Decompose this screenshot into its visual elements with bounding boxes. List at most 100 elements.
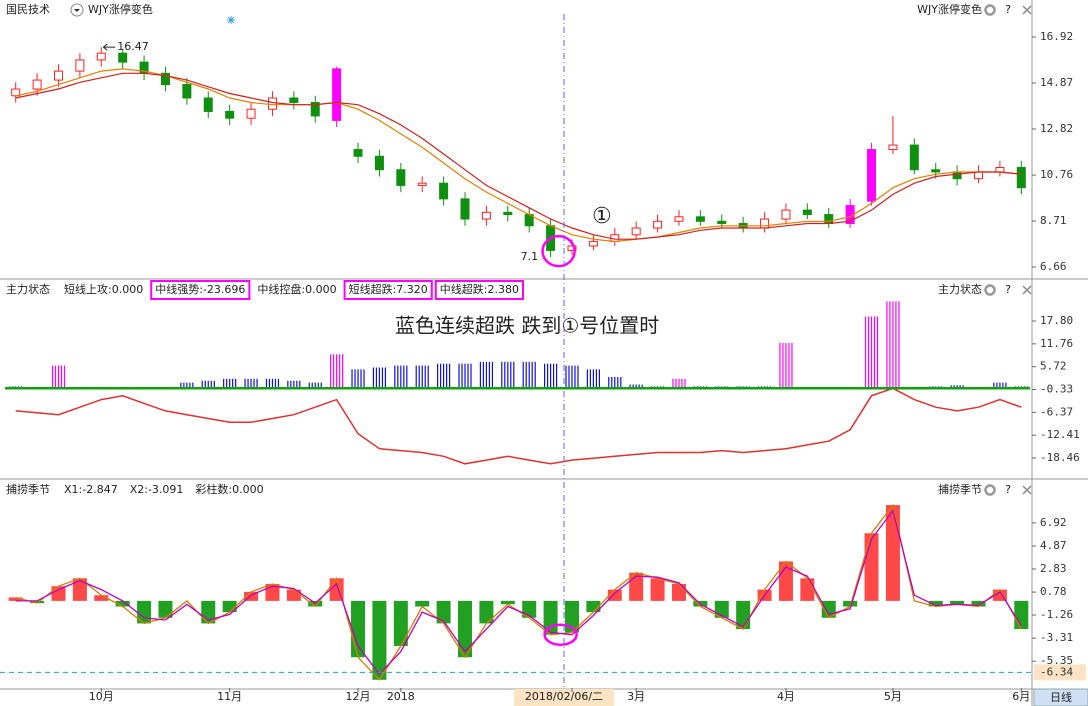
legend-item: 短线超跌:7.320 bbox=[349, 282, 428, 296]
y-tick-label: 14.87 bbox=[1040, 76, 1073, 89]
candle-body bbox=[246, 108, 256, 119]
y-tick-label: 0.78 bbox=[1040, 585, 1067, 598]
panel-title: 主力状态 bbox=[6, 282, 50, 296]
histogram-bar bbox=[351, 600, 366, 658]
y-tick-label: 6.92 bbox=[1040, 516, 1067, 529]
histogram-bar bbox=[586, 600, 601, 613]
candle-body bbox=[674, 216, 684, 222]
y-tick-label: -5.35 bbox=[1040, 654, 1073, 667]
candle-body bbox=[310, 101, 320, 117]
help-button[interactable]: ? bbox=[1005, 3, 1011, 16]
y-tick-label: -0.33 bbox=[1040, 383, 1073, 396]
histogram-bar bbox=[992, 589, 1007, 601]
histogram-bar bbox=[479, 600, 494, 624]
candle-body bbox=[203, 97, 213, 112]
histogram-bar bbox=[51, 586, 66, 601]
candle-body bbox=[717, 220, 727, 225]
candle-body bbox=[53, 70, 63, 81]
candle-body bbox=[374, 155, 384, 171]
histogram-bar bbox=[564, 600, 579, 633]
x-tick-label: 12月 bbox=[346, 690, 371, 703]
candle-body bbox=[695, 216, 705, 222]
candle-body bbox=[118, 52, 128, 63]
help-button[interactable]: ? bbox=[1005, 483, 1011, 496]
line bbox=[15, 509, 1022, 676]
histogram-bar bbox=[115, 600, 130, 607]
candle-body bbox=[289, 97, 299, 103]
histogram-bar bbox=[950, 600, 965, 605]
histogram-bar bbox=[607, 589, 622, 601]
histogram-bar bbox=[72, 578, 87, 601]
candle-body bbox=[867, 149, 877, 202]
low-label: 7.1 bbox=[521, 250, 539, 263]
legend-highlight bbox=[434, 280, 524, 300]
chart-title: 国民技术 bbox=[6, 3, 50, 16]
indicator-name: WJY涨停变色 bbox=[88, 2, 153, 16]
x-tick-label: 5月 bbox=[884, 690, 902, 703]
candle-body bbox=[503, 211, 513, 216]
candle-body bbox=[888, 144, 898, 151]
line bbox=[15, 387, 1022, 465]
close-button[interactable] bbox=[1022, 285, 1032, 295]
y-tick-label: 8.71 bbox=[1040, 214, 1067, 227]
highlight-circle bbox=[543, 623, 578, 646]
histogram-bar bbox=[222, 600, 237, 613]
candle-body bbox=[160, 72, 170, 86]
candle-body bbox=[96, 52, 106, 61]
dropdown-arrow bbox=[74, 9, 80, 12]
indicator-name-right: WJY涨停变色 bbox=[917, 2, 982, 16]
period-tab[interactable] bbox=[1033, 688, 1088, 706]
candle-body bbox=[931, 169, 941, 173]
candle-body bbox=[332, 68, 342, 121]
panel-title-right: 捕捞季节 bbox=[938, 482, 982, 496]
panel-title: 捕捞季节 bbox=[6, 482, 50, 496]
histogram-bar bbox=[244, 591, 259, 601]
x-tick-label: 3月 bbox=[627, 690, 645, 703]
x-tick-label: 2018/02/06/二 bbox=[525, 690, 603, 703]
legend-highlight bbox=[343, 280, 433, 300]
candle-body bbox=[824, 214, 834, 225]
candle-body bbox=[460, 198, 470, 220]
candle-body bbox=[225, 110, 235, 119]
candle-body bbox=[396, 169, 406, 186]
high-label: 16.47 bbox=[117, 40, 149, 53]
annotation: 蓝色连续超跌 跌到①号位置时 bbox=[395, 314, 659, 338]
candle-body bbox=[909, 144, 919, 171]
marker-label-bg bbox=[1034, 664, 1086, 681]
histogram-bar bbox=[885, 505, 900, 601]
legend-item: X1:-2.847 bbox=[64, 483, 118, 496]
x-tick-label: 4月 bbox=[777, 690, 795, 703]
x-tick-label: 6月 bbox=[1012, 690, 1030, 703]
cursor-date-bg bbox=[513, 689, 614, 706]
candle-body bbox=[631, 227, 641, 236]
close-button[interactable] bbox=[1022, 485, 1032, 495]
histogram-bar bbox=[158, 600, 173, 618]
legend-item: 彩柱数:0.000 bbox=[195, 482, 263, 496]
period-tab-label[interactable]: 日线 bbox=[1050, 690, 1072, 704]
help-button[interactable]: ? bbox=[1005, 283, 1011, 296]
high-arrow bbox=[102, 43, 116, 51]
histogram-bar bbox=[971, 600, 986, 607]
histogram-bar bbox=[8, 597, 23, 601]
y-tick-label: 6.66 bbox=[1040, 260, 1067, 273]
y-tick-label: -6.37 bbox=[1040, 405, 1073, 418]
candle-body bbox=[760, 218, 770, 229]
candle-body bbox=[417, 182, 427, 186]
histogram-bar bbox=[94, 595, 109, 601]
settings-button[interactable] bbox=[984, 484, 996, 496]
y-tick-label: 5.72 bbox=[1040, 360, 1067, 373]
settings-button[interactable] bbox=[984, 4, 996, 16]
y-tick-label: 11.76 bbox=[1040, 337, 1073, 350]
y-tick-label: -3.31 bbox=[1040, 631, 1073, 644]
y-tick-label: 12.82 bbox=[1040, 122, 1073, 135]
x-tick-label: 10月 bbox=[89, 690, 114, 703]
settings-button[interactable] bbox=[984, 284, 996, 296]
legend-item: 中线控盘:0.000 bbox=[257, 282, 336, 296]
histogram-bar bbox=[286, 589, 301, 601]
candle-body bbox=[481, 211, 491, 220]
candle-body bbox=[653, 220, 663, 229]
candle-body bbox=[182, 84, 192, 99]
close-button[interactable] bbox=[1022, 5, 1032, 15]
